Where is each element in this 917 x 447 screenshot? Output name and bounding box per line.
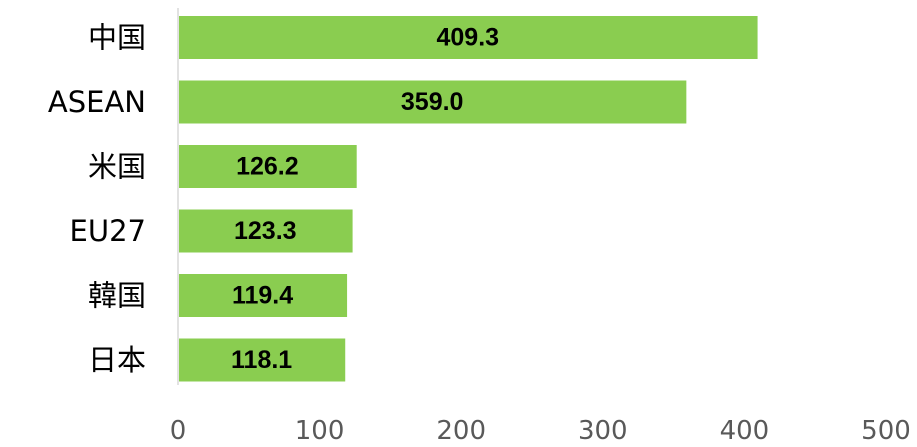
bar-1 (179, 80, 687, 124)
bar-3 (179, 209, 353, 253)
x-tick-label: 500 (861, 416, 911, 446)
x-tick-label: 300 (578, 416, 628, 446)
data-label: 359.0 (401, 88, 464, 116)
data-label: 118.1 (231, 346, 292, 374)
data-label: 409.3 (437, 24, 500, 52)
data-labels: 409.3 359.0 126.2 123.3 119.4 118.1 (231, 24, 499, 375)
bar-0 (179, 16, 758, 59)
category-label: 米国 (88, 150, 146, 184)
data-label: 126.2 (236, 153, 299, 181)
bar-5 (179, 338, 346, 382)
category-label: 韓国 (88, 279, 146, 313)
category-label: ASEAN (48, 85, 146, 119)
category-label: 中国 (88, 21, 146, 55)
bar-4 (179, 274, 348, 317)
data-label: 123.3 (234, 217, 297, 245)
x-axis-tick-labels: 0 100 200 300 400 500 (170, 416, 911, 446)
bars-group (179, 16, 758, 382)
x-tick-label: 0 (170, 416, 187, 446)
data-label: 119.4 (232, 282, 293, 310)
x-tick-label: 200 (436, 416, 486, 446)
category-label: EU27 (70, 214, 146, 248)
x-tick-label: 100 (295, 416, 345, 446)
x-tick-label: 400 (720, 416, 770, 446)
category-label: 日本 (88, 343, 146, 377)
bar-2 (179, 145, 357, 188)
